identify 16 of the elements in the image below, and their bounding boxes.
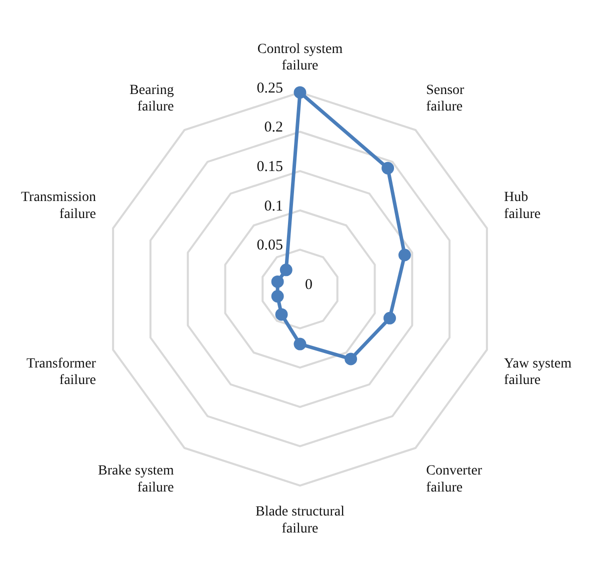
spoke-label: Bearing failure [130, 82, 174, 115]
spoke-label: Brake system failure [98, 464, 174, 496]
y-tick-label: 0.1 [264, 198, 283, 214]
spoke-label: Hub failure [504, 190, 541, 222]
y-tick-label: 0.2 [264, 120, 283, 136]
spoke-label: Blade structural failure [255, 504, 345, 536]
y-tick-label: 0.15 [256, 159, 283, 176]
y-tick-label: 0.05 [256, 238, 283, 254]
spoke-label: Transformer failure [26, 356, 96, 388]
y-tick-label: 0 [305, 276, 312, 293]
spoke-label: Transmission failure [20, 190, 96, 222]
spoke-label: Control system failure [257, 42, 343, 74]
spoke-label: Converter failure [426, 464, 482, 496]
y-tick-label: 0.25 [256, 80, 283, 96]
spoke-label: Yaw system failure [504, 356, 572, 388]
spoke-label: Sensor failure [426, 82, 465, 115]
